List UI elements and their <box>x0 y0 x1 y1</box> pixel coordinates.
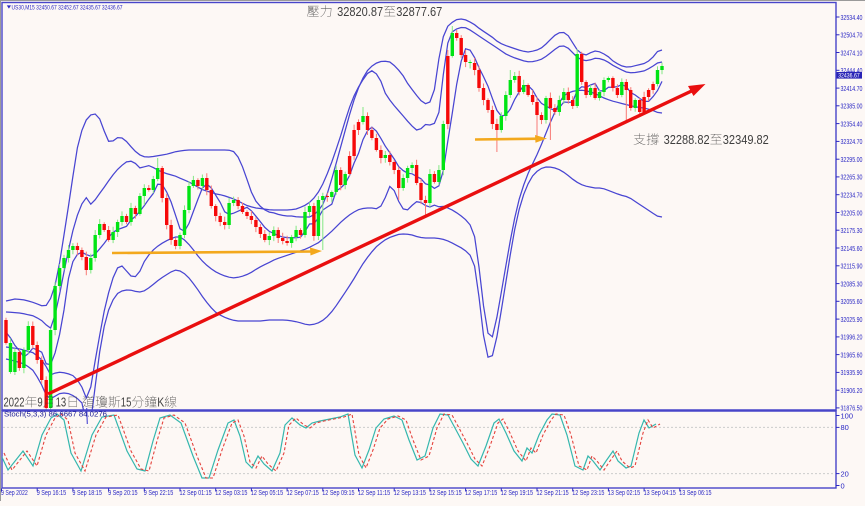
svg-text:20: 20 <box>841 469 849 478</box>
svg-text:9 Sep 16:15: 9 Sep 16:15 <box>37 490 67 497</box>
svg-text:32175.30: 32175.30 <box>841 226 863 235</box>
svg-text:9 Sep 20:15: 9 Sep 20:15 <box>108 490 138 497</box>
svg-text:32265.30: 32265.30 <box>841 173 863 182</box>
svg-text:32877.67: 32877.67 <box>396 5 442 19</box>
svg-text:12 Sep 23:15: 12 Sep 23:15 <box>572 490 604 497</box>
svg-text:32444.40: 32444.40 <box>841 66 863 75</box>
svg-text:9 Sep 2022: 9 Sep 2022 <box>1 490 28 497</box>
svg-text:32504.70: 32504.70 <box>841 31 863 40</box>
svg-text:12 Sep 21:15: 12 Sep 21:15 <box>537 490 569 497</box>
svg-text:31965.60: 31965.60 <box>841 350 863 359</box>
svg-text:2022: 2022 <box>4 396 25 410</box>
svg-text:12 Sep 17:15: 12 Sep 17:15 <box>465 490 497 497</box>
svg-text:12 Sep 03:15: 12 Sep 03:15 <box>215 490 247 497</box>
svg-text:12 Sep 07:15: 12 Sep 07:15 <box>287 490 319 497</box>
svg-text:32436.67: 32436.67 <box>838 73 860 80</box>
svg-text:12 Sep 01:15: 12 Sep 01:15 <box>180 490 212 497</box>
svg-text:32145.60: 32145.60 <box>841 244 863 253</box>
svg-text:32295.00: 32295.00 <box>841 155 863 164</box>
svg-text:9: 9 <box>37 396 42 410</box>
svg-text:0: 0 <box>841 481 845 490</box>
svg-text:12 Sep 09:15: 12 Sep 09:15 <box>322 490 354 497</box>
svg-text:32324.70: 32324.70 <box>841 137 863 146</box>
svg-text:K: K <box>157 396 165 410</box>
svg-text:32205.00: 32205.00 <box>841 208 863 217</box>
svg-text:32115.90: 32115.90 <box>841 262 863 271</box>
svg-text:32234.70: 32234.70 <box>841 191 863 200</box>
svg-text:80: 80 <box>841 423 849 432</box>
svg-text:12 Sep 11:15: 12 Sep 11:15 <box>358 490 390 497</box>
svg-text:32025.90: 32025.90 <box>841 315 863 324</box>
svg-text:32820.87: 32820.87 <box>337 5 383 19</box>
svg-text:31996.20: 31996.20 <box>841 333 863 342</box>
svg-text:9 Sep 18:15: 9 Sep 18:15 <box>72 490 102 497</box>
svg-text:32085.30: 32085.30 <box>841 279 863 288</box>
svg-text:32055.60: 32055.60 <box>841 297 863 306</box>
svg-text:32288.82: 32288.82 <box>664 133 710 147</box>
svg-text:12 Sep 05:15: 12 Sep 05:15 <box>251 490 283 497</box>
svg-text:US30,M15 32450.67 32452.67 32: US30,M15 32450.67 32452.67 32435.67 3243… <box>12 5 123 12</box>
svg-text:Stoch(5,3,3) 86.6667 84.0276: Stoch(5,3,3) 86.6667 84.0276 <box>4 412 107 419</box>
svg-text:32534.40: 32534.40 <box>841 13 863 22</box>
svg-text:13: 13 <box>56 396 67 410</box>
svg-text:100: 100 <box>841 411 854 420</box>
svg-text:9 Sep 22:15: 9 Sep 22:15 <box>144 490 174 497</box>
svg-text:13 Sep 04:15: 13 Sep 04:15 <box>644 490 676 497</box>
svg-text:13 Sep 06:15: 13 Sep 06:15 <box>679 490 711 497</box>
svg-text:13 Sep 02:15: 13 Sep 02:15 <box>608 490 640 497</box>
svg-text:15: 15 <box>121 396 132 410</box>
svg-text:12 Sep 19:15: 12 Sep 19:15 <box>501 490 533 497</box>
svg-text:12 Sep 13:15: 12 Sep 13:15 <box>394 490 426 497</box>
svg-text:32414.70: 32414.70 <box>841 84 863 93</box>
svg-text:32474.10: 32474.10 <box>841 48 863 57</box>
svg-text:32385.00: 32385.00 <box>841 102 863 111</box>
svg-text:32349.82: 32349.82 <box>723 133 769 147</box>
svg-text:12 Sep 15:15: 12 Sep 15:15 <box>429 490 461 497</box>
svg-text:32354.40: 32354.40 <box>841 119 863 128</box>
svg-text:31935.90: 31935.90 <box>841 368 863 377</box>
svg-text:31906.20: 31906.20 <box>841 386 863 395</box>
svg-text:31876.50: 31876.50 <box>841 404 863 413</box>
